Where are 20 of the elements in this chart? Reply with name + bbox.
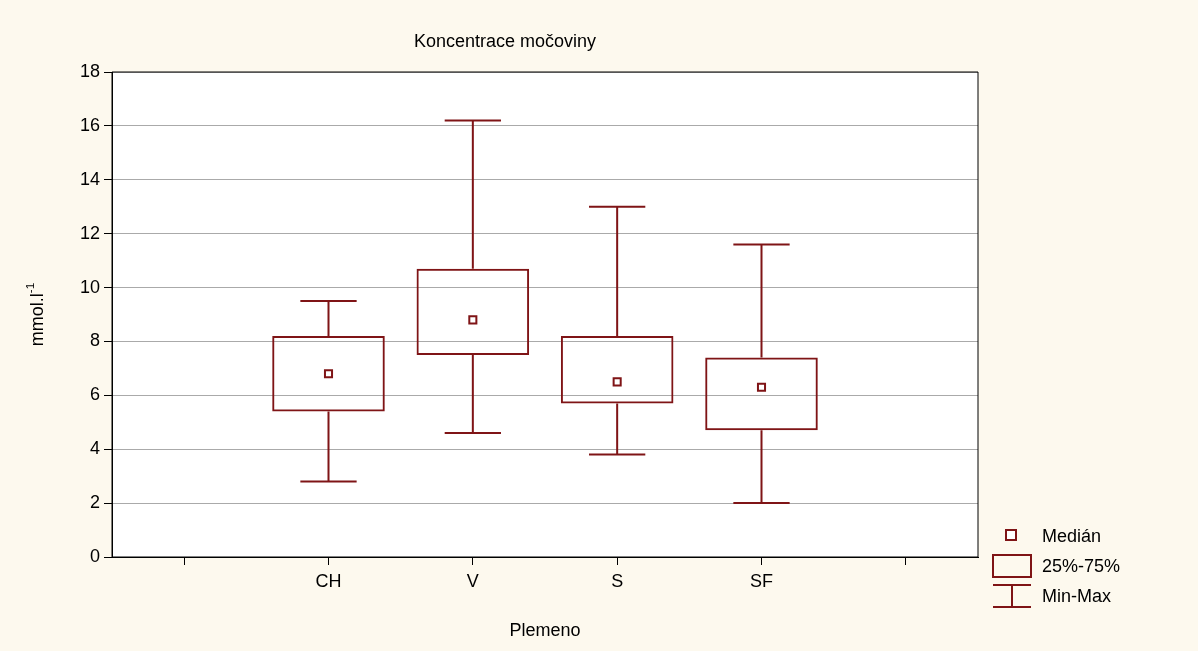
x-tick-label: S xyxy=(611,570,624,591)
y-tick-label: 0 xyxy=(89,545,100,566)
text: Medián xyxy=(1042,525,1102,547)
y-tick-label: 6 xyxy=(89,384,100,405)
y-tick-label: 8 xyxy=(89,330,100,351)
y-tick-label: 14 xyxy=(79,168,100,189)
text: 25%-75% xyxy=(1042,555,1121,577)
y-tick-label: 18 xyxy=(79,60,100,81)
x-tick-label: V xyxy=(466,570,479,591)
y-tick-label: 16 xyxy=(79,114,100,135)
text: Min-Max xyxy=(1042,585,1112,607)
y-axis-title: mmol.l-1 xyxy=(23,282,47,347)
x-tick-label: CH xyxy=(315,570,342,591)
chart-title: Koncentrace močoviny xyxy=(413,30,597,51)
y-tick-label: 4 xyxy=(89,438,100,459)
x-tick-label: SF xyxy=(749,570,774,591)
y-tick-label: 2 xyxy=(89,492,100,513)
y-tick-label: 10 xyxy=(79,276,100,297)
x-axis-title: Plemeno xyxy=(509,619,581,640)
y-tick-label: 12 xyxy=(79,222,100,243)
